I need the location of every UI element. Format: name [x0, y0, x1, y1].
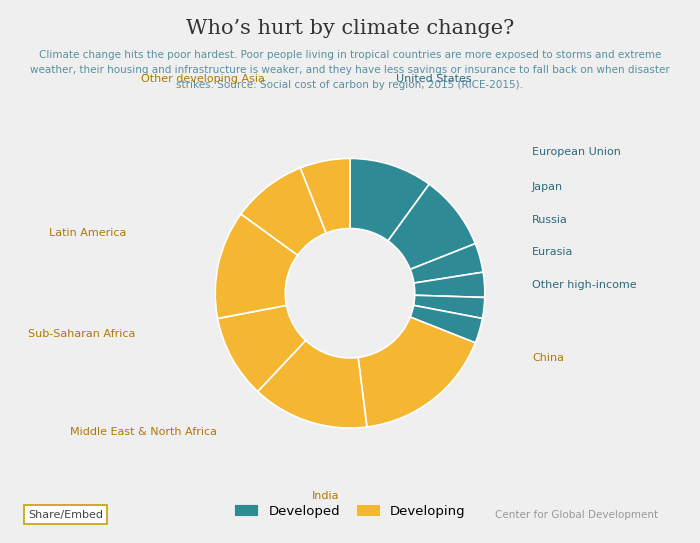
- Wedge shape: [414, 295, 484, 319]
- Wedge shape: [258, 340, 367, 428]
- Legend: Developed, Developing: Developed, Developing: [229, 499, 471, 523]
- Text: Japan: Japan: [532, 182, 563, 192]
- Text: Sub-Saharan Africa: Sub-Saharan Africa: [28, 329, 135, 339]
- Text: Russia: Russia: [532, 215, 568, 225]
- Wedge shape: [300, 159, 350, 233]
- Text: European Union: European Union: [532, 147, 621, 157]
- Text: India: India: [312, 491, 340, 501]
- Wedge shape: [410, 244, 483, 283]
- Wedge shape: [215, 214, 298, 319]
- Text: Middle East & North Africa: Middle East & North Africa: [70, 427, 217, 437]
- Wedge shape: [358, 317, 475, 427]
- Wedge shape: [218, 305, 306, 392]
- Text: Climate change hits the poor hardest. Poor people living in tropical countries a: Climate change hits the poor hardest. Po…: [30, 50, 670, 90]
- Wedge shape: [414, 272, 485, 298]
- Text: Other high-income: Other high-income: [532, 280, 636, 290]
- Text: Share/Embed: Share/Embed: [28, 510, 103, 520]
- Wedge shape: [410, 305, 482, 343]
- Text: Other developing Asia: Other developing Asia: [141, 74, 265, 84]
- Text: Latin America: Latin America: [49, 229, 127, 238]
- Text: Center for Global Development: Center for Global Development: [495, 510, 658, 520]
- Text: China: China: [532, 353, 564, 363]
- Wedge shape: [241, 168, 326, 255]
- Text: Eurasia: Eurasia: [532, 248, 573, 257]
- Text: Who’s hurt by climate change?: Who’s hurt by climate change?: [186, 19, 514, 38]
- Wedge shape: [388, 184, 475, 269]
- Text: United States: United States: [396, 74, 472, 84]
- Wedge shape: [350, 159, 429, 241]
